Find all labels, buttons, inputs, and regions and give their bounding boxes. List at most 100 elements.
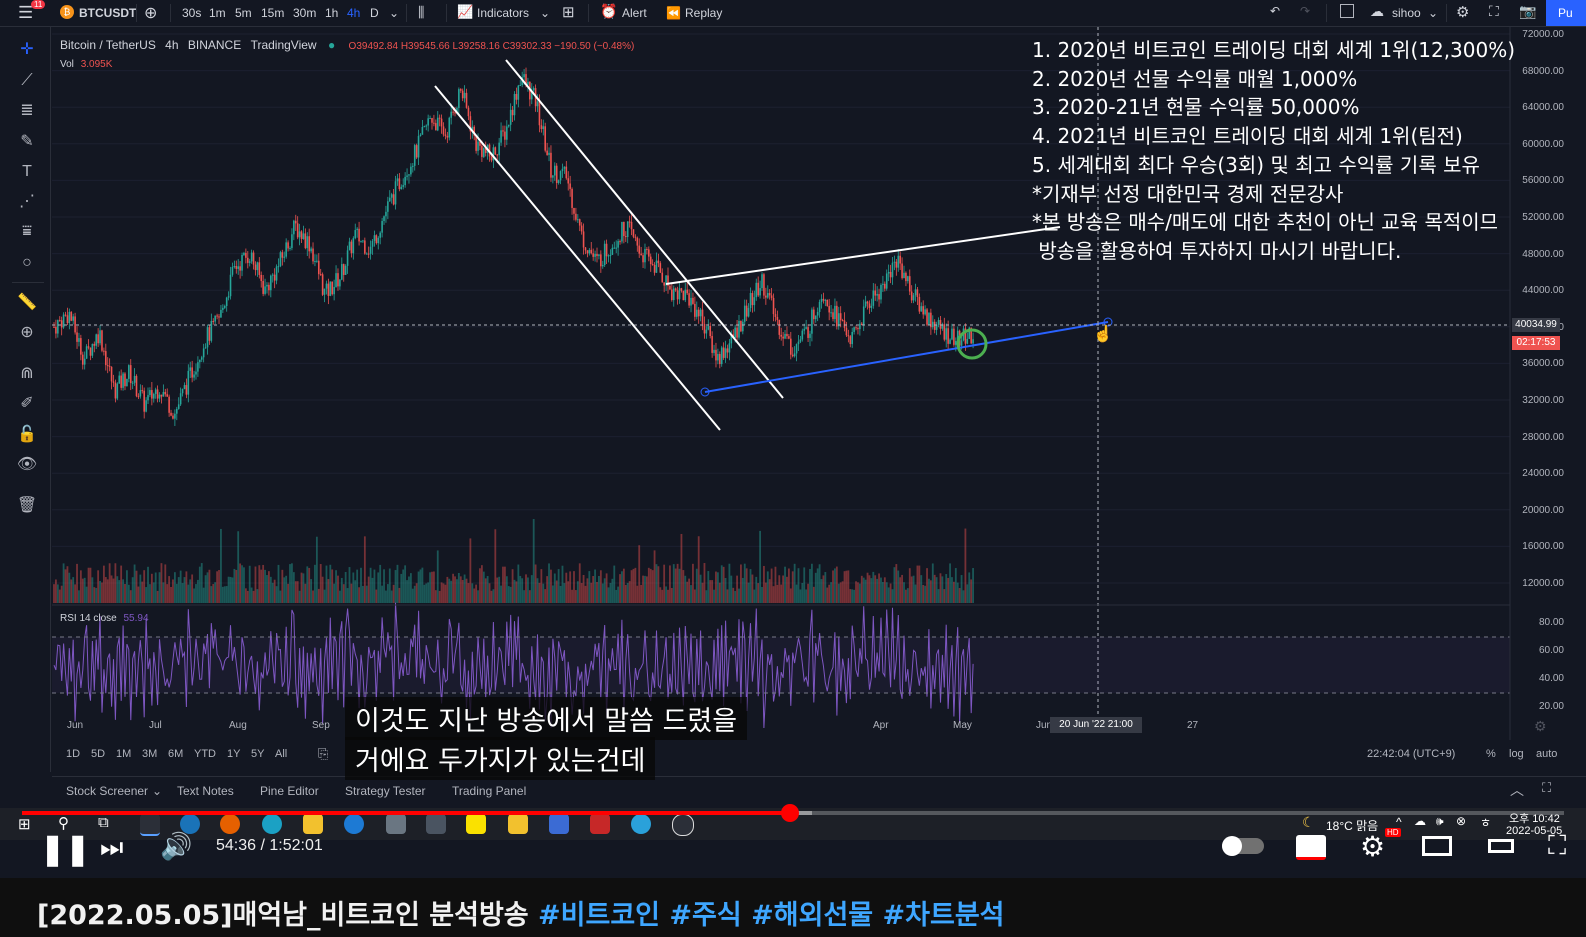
range-1Y[interactable]: 1Y xyxy=(227,748,241,760)
video-title[interactable]: [2022.05.05]매억남_비트코인 분석방송 #비트코인 #주식 #해외선… xyxy=(37,893,1005,932)
interval-30m[interactable]: 30m xyxy=(293,6,317,20)
chrome-app-icon[interactable] xyxy=(140,814,160,836)
candle-style-icon[interactable]: ⫼ xyxy=(418,4,425,20)
camera-icon[interactable]: 📷 xyxy=(1519,3,1537,19)
firefox-app-icon[interactable] xyxy=(220,814,240,834)
notification-icon[interactable]: ⊗ xyxy=(1456,814,1467,828)
undo-icon[interactable]: ↶ xyxy=(1270,4,1281,18)
tray-time[interactable]: 오후 10:42 xyxy=(1509,813,1560,825)
bird-app-icon[interactable] xyxy=(262,814,282,834)
task-view-icon[interactable]: ⧉ xyxy=(98,814,109,831)
indicators-button[interactable]: Indicators xyxy=(477,6,530,20)
rewind-icon[interactable]: ⏪ xyxy=(666,6,681,20)
subtitles-icon[interactable] xyxy=(1296,835,1326,860)
app-icon[interactable] xyxy=(386,814,406,834)
settings-gear-icon[interactable]: ⚙ xyxy=(1360,831,1386,862)
tab-stock-screener[interactable]: Stock Screener xyxy=(66,784,149,798)
range-All[interactable]: All xyxy=(275,748,288,760)
auto-toggle[interactable]: auto xyxy=(1536,748,1558,760)
video-progress-bar[interactable] xyxy=(22,804,1564,822)
pause-icon[interactable]: ❚❚ xyxy=(40,833,91,866)
fullscreen-player-icon[interactable]: ⛶ xyxy=(1548,830,1567,860)
next-video-icon[interactable]: ⏭ xyxy=(100,832,124,862)
tab-strategy-tester[interactable]: Strategy Tester xyxy=(345,784,426,798)
miniplayer-icon[interactable] xyxy=(1422,836,1452,856)
fib-icon[interactable]: ≣ xyxy=(20,102,34,119)
publish-button[interactable]: Pu xyxy=(1546,0,1586,26)
weather-text[interactable]: 18°C 맑음 xyxy=(1326,819,1379,833)
tab-pine-editor[interactable]: Pine Editor xyxy=(260,784,319,798)
folder-app-icon[interactable] xyxy=(303,814,323,834)
clock-label[interactable]: 22:42:04 (UTC+9) xyxy=(1367,748,1456,760)
alert-button[interactable]: Alert xyxy=(622,6,647,20)
chevron-down-icon[interactable]: ⌄ xyxy=(152,784,163,798)
hashtag-link[interactable]: #해외선물 xyxy=(751,900,874,931)
range-YTD[interactable]: YTD xyxy=(194,748,216,760)
range-5D[interactable]: 5D xyxy=(91,748,106,760)
interval-30s[interactable]: 30s xyxy=(182,6,202,20)
axis-settings-icon[interactable]: ⚙ xyxy=(1534,718,1547,734)
video-player[interactable]: ☰ 11 ₿ BTCUSDT ⊕ 30s 1m 5m 15m 30m 1h 4h… xyxy=(0,0,1586,878)
forecast-icon[interactable]: ⩸ xyxy=(22,223,32,240)
price-chart[interactable] xyxy=(0,0,1586,780)
price-axis[interactable]: 72000.00 68000.00 64000.00 60000.00 56000.00… xyxy=(1510,27,1586,727)
redo-icon[interactable]: ↷ xyxy=(1300,4,1311,18)
interval-1m[interactable]: 1m xyxy=(209,6,226,20)
pattern-icon[interactable]: ⋰ xyxy=(19,193,35,210)
tray-chevron-icon[interactable]: ^ xyxy=(1396,815,1402,829)
layout-grid-icon[interactable]: ⊞ xyxy=(562,4,575,21)
menu-icon[interactable]: ☰ xyxy=(18,3,34,22)
user-layout-name[interactable]: sihoo xyxy=(1392,6,1421,20)
symbol-search[interactable]: BTCUSDT xyxy=(79,6,137,20)
interval-15m[interactable]: 15m xyxy=(261,6,285,20)
fullscreen-select-icon[interactable] xyxy=(1340,4,1354,18)
volume-tray-icon[interactable]: 🕪 xyxy=(1436,814,1444,828)
brush-icon[interactable]: ✎ xyxy=(20,133,34,150)
ruler-icon[interactable]: 📏 xyxy=(17,294,37,311)
rsi-label[interactable]: RSI 14 close xyxy=(60,613,117,624)
indicators-icon[interactable]: 📈 xyxy=(457,4,474,19)
interval-5m[interactable]: 5m xyxy=(235,6,252,20)
chevron-down-icon[interactable]: ⌄ xyxy=(1428,6,1439,20)
lock-drawing-icon[interactable]: ✐ xyxy=(20,395,34,412)
legend-title[interactable]: Bitcoin / TetherUS xyxy=(60,38,156,52)
chevron-down-icon[interactable]: ⌄ xyxy=(540,6,551,20)
cloud-icon[interactable]: ☁ xyxy=(1370,3,1384,19)
tab-trading-panel[interactable]: Trading Panel xyxy=(452,784,527,798)
kakaotalk-app-icon[interactable] xyxy=(466,814,486,834)
hashtag-link[interactable]: #주식 xyxy=(669,900,742,931)
hashtag-link[interactable]: #차트분석 xyxy=(882,900,1005,931)
telegram-app-icon[interactable] xyxy=(631,814,651,834)
windows-start-icon[interactable]: ⊞ xyxy=(18,816,31,833)
app-icon[interactable] xyxy=(549,814,569,834)
lock-icon[interactable]: 🔓 xyxy=(17,426,37,443)
alarm-icon[interactable]: ⏰ xyxy=(600,3,618,19)
edge-app-icon[interactable] xyxy=(180,814,200,834)
replay-button[interactable]: Replay xyxy=(685,6,723,20)
eye-icon[interactable]: 👁 xyxy=(16,456,38,473)
network-icon[interactable]: ☁ xyxy=(1414,814,1426,828)
range-6M[interactable]: 6M xyxy=(168,748,184,760)
search-icon[interactable]: ⚲ xyxy=(58,815,69,832)
log-toggle[interactable]: log xyxy=(1509,748,1524,760)
video-scrubber-handle[interactable] xyxy=(780,804,799,822)
add-compare-icon[interactable]: ⊕ xyxy=(144,5,158,22)
circle-icon[interactable]: ○ xyxy=(22,254,32,271)
fullscreen-icon[interactable]: ⛶ xyxy=(1489,3,1499,19)
hashtag-link[interactable]: #비트코인 xyxy=(538,900,661,931)
chevron-down-icon[interactable]: ⌄ xyxy=(389,6,400,20)
magnet-icon[interactable]: ⋒ xyxy=(20,365,34,382)
calculator-app-icon[interactable] xyxy=(426,814,446,834)
crosshair-icon[interactable]: ✛ xyxy=(20,41,34,58)
interval-4h[interactable]: 4h xyxy=(347,6,361,20)
trash-icon[interactable]: 🗑 xyxy=(16,497,38,514)
range-1M[interactable]: 1M xyxy=(116,748,132,760)
autoplay-toggle[interactable] xyxy=(1222,836,1264,856)
percent-toggle[interactable]: % xyxy=(1486,748,1496,760)
text-tool-icon[interactable]: T xyxy=(22,163,32,180)
zoom-in-icon[interactable]: ⊕ xyxy=(20,324,34,341)
date-range-icon[interactable]: ⎘ xyxy=(318,746,329,761)
gear-icon[interactable]: ⚙ xyxy=(1456,4,1470,21)
range-3M[interactable]: 3M xyxy=(142,748,158,760)
ie-app-icon[interactable] xyxy=(344,814,364,834)
